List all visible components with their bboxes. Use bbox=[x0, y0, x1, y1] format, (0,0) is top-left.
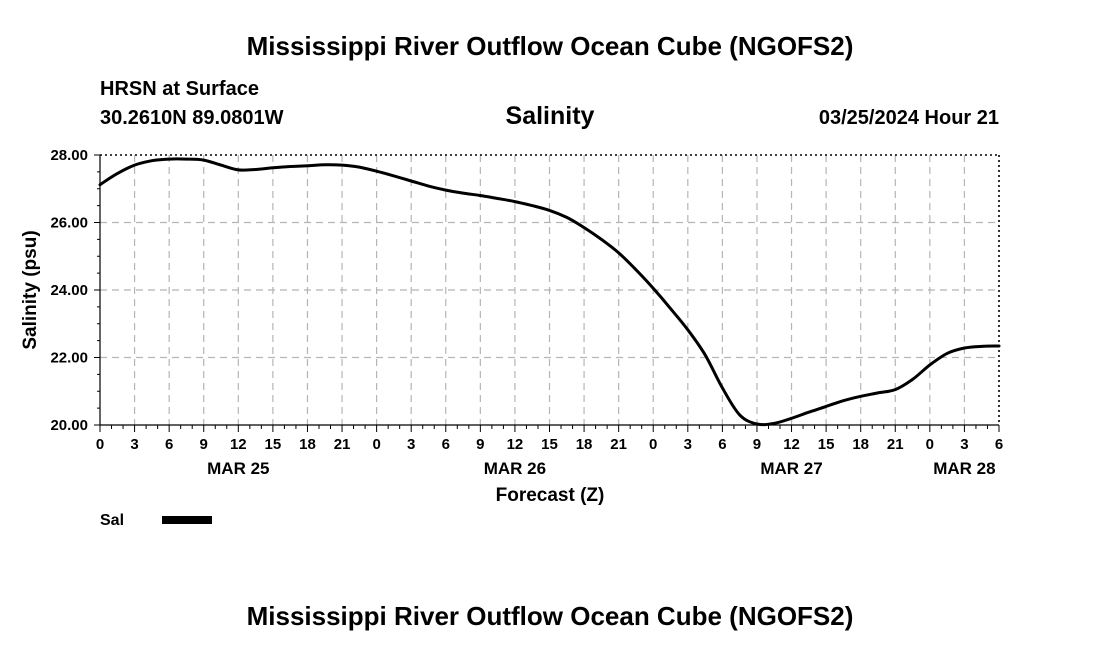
x-tick-label: 3 bbox=[960, 436, 968, 453]
x-date-label: MAR 25 bbox=[207, 459, 269, 478]
x-tick-label: 3 bbox=[130, 436, 138, 453]
x-tick-label: 9 bbox=[200, 436, 208, 453]
x-tick-label: 18 bbox=[852, 436, 869, 453]
x-date-label: MAR 26 bbox=[484, 459, 546, 478]
footer-title: Mississippi River Outflow Ocean Cube (NG… bbox=[247, 601, 854, 631]
x-tick-label: 21 bbox=[334, 436, 351, 453]
x-tick-label: 6 bbox=[442, 436, 450, 453]
x-tick-label: 0 bbox=[372, 436, 380, 453]
x-date-label: MAR 27 bbox=[760, 459, 822, 478]
x-tick-label: 6 bbox=[165, 436, 173, 453]
axis-layer bbox=[94, 154, 1000, 432]
legend-label: Sal bbox=[100, 512, 124, 529]
x-tick-label: 0 bbox=[926, 436, 934, 453]
x-tick-label: 6 bbox=[995, 436, 1003, 453]
x-tick-label: 15 bbox=[265, 436, 282, 453]
tick-label-layer: 0 3 6 9 12 15 18 21 0 3 6 9 12 15 18 21 0 3 6 9 12 15 18 21 0 3 6 2… bbox=[50, 147, 1003, 478]
x-date-label: MAR 28 bbox=[933, 459, 995, 478]
station-coordinates: 30.2610N 89.0801W bbox=[100, 107, 284, 129]
x-tick-label: 0 bbox=[649, 436, 657, 453]
x-axis-label: Forecast (Z) bbox=[496, 485, 605, 506]
series-layer bbox=[98, 157, 1001, 427]
x-tick-label: 9 bbox=[476, 436, 484, 453]
y-tick-label: 24.00 bbox=[50, 282, 88, 299]
page-title: Mississippi River Outflow Ocean Cube (NG… bbox=[247, 31, 854, 61]
chart-title: Salinity bbox=[506, 102, 595, 130]
x-tick-label: 18 bbox=[576, 436, 593, 453]
x-tick-label: 6 bbox=[718, 436, 726, 453]
x-tick-label: 0 bbox=[96, 436, 104, 453]
x-tick-label: 15 bbox=[818, 436, 835, 453]
x-tick-label: 15 bbox=[541, 436, 558, 453]
grid-layer bbox=[100, 155, 999, 425]
y-axis-label: Salinity (psu) bbox=[20, 230, 41, 349]
x-tick-label: 12 bbox=[783, 436, 800, 453]
y-tick-label: 26.00 bbox=[50, 215, 88, 232]
x-tick-label: 21 bbox=[610, 436, 627, 453]
x-tick-label: 12 bbox=[230, 436, 247, 453]
x-tick-label: 3 bbox=[684, 436, 692, 453]
y-tick-label: 22.00 bbox=[50, 350, 88, 367]
y-tick-label: 28.00 bbox=[50, 147, 88, 164]
x-tick-label: 21 bbox=[887, 436, 904, 453]
x-tick-label: 3 bbox=[407, 436, 415, 453]
forecast-timestamp: 03/25/2024 Hour 21 bbox=[819, 107, 999, 129]
y-tick-label: 20.00 bbox=[50, 417, 88, 434]
x-tick-label: 9 bbox=[753, 436, 761, 453]
legend: Sal bbox=[100, 512, 212, 529]
series-line-sal bbox=[98, 157, 1001, 427]
x-tick-label: 18 bbox=[299, 436, 316, 453]
x-tick-label: 12 bbox=[507, 436, 524, 453]
station-label: HRSN at Surface bbox=[100, 78, 259, 100]
legend-line-swatch bbox=[162, 516, 212, 524]
